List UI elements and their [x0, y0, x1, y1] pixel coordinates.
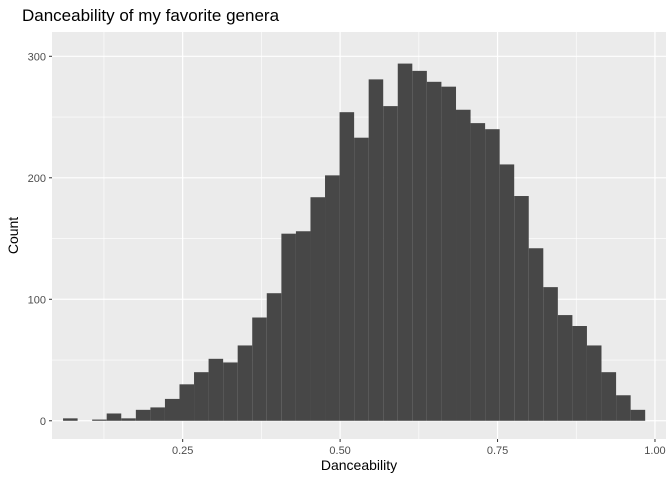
histogram-bar — [63, 418, 78, 421]
histogram-bar — [383, 106, 398, 421]
histogram-bar — [354, 137, 369, 421]
histogram-bar — [485, 129, 500, 421]
histogram-bar — [426, 81, 442, 421]
histogram-bar — [456, 109, 471, 421]
histogram-bar — [179, 384, 195, 421]
histogram-bar — [601, 372, 617, 421]
histogram-bar — [281, 233, 296, 421]
histogram-bar — [325, 175, 340, 421]
y-tick-label: 0 — [40, 416, 46, 428]
histogram-bar — [339, 112, 355, 421]
histogram-bar — [368, 79, 384, 421]
y-tick-label: 300 — [28, 51, 46, 63]
histogram-bar — [266, 293, 282, 421]
histogram-bar — [616, 395, 631, 421]
histogram-bar — [223, 362, 238, 421]
y-axis-title: Count — [5, 217, 21, 254]
histogram-bar — [514, 196, 529, 421]
histogram-bar — [92, 419, 107, 421]
histogram-bar — [194, 372, 209, 421]
histogram-bar — [543, 287, 558, 421]
histogram-bar — [586, 345, 602, 421]
histogram-bar — [106, 413, 122, 421]
histogram-bar — [630, 409, 646, 421]
histogram-bar — [295, 231, 311, 421]
histogram-bar — [252, 317, 267, 421]
x-tick-label: 0.50 — [329, 445, 350, 457]
y-tick-label: 200 — [28, 173, 46, 185]
x-tick-label: 0.75 — [487, 445, 508, 457]
histogram-bar — [557, 315, 573, 421]
histogram-bar — [412, 70, 427, 421]
histogram-bar — [237, 345, 253, 421]
chart-title: Danceability of my favorite genera — [22, 6, 280, 25]
y-tick-label: 100 — [28, 294, 46, 306]
histogram-bar — [164, 398, 180, 421]
histogram-bar — [150, 407, 165, 421]
x-axis-title: Danceability — [321, 457, 397, 473]
histogram-bar — [121, 418, 136, 421]
histogram-bars — [63, 63, 646, 421]
histogram-bar — [310, 197, 326, 421]
x-axis: 0.25 0.50 0.75 1.00 — [172, 439, 666, 457]
x-tick-label: 1.00 — [644, 445, 665, 457]
histogram-bar — [135, 409, 151, 421]
histogram-bar — [470, 123, 486, 421]
histogram-bar — [397, 63, 413, 421]
histogram-bar — [208, 358, 224, 421]
histogram-bar — [499, 164, 515, 421]
y-axis: 0 100 200 300 — [28, 51, 52, 428]
histogram-bar — [528, 248, 544, 421]
histogram-bar — [572, 326, 587, 421]
x-tick-label: 0.25 — [172, 445, 193, 457]
histogram-bar — [441, 86, 457, 421]
